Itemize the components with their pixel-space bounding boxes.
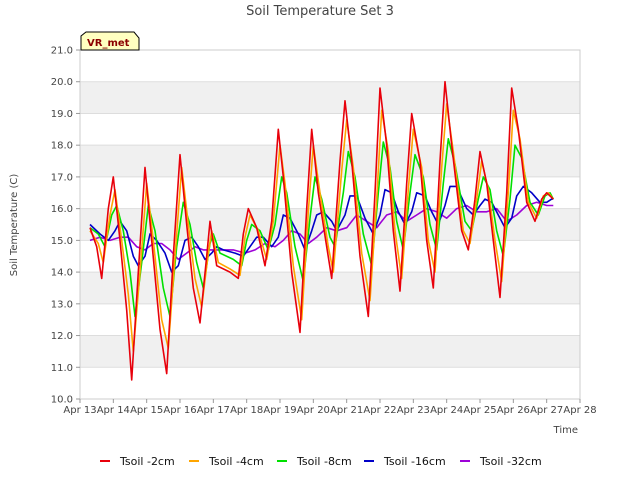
x-tick-label: Apr 14: [97, 405, 130, 416]
y-tick-label: 10.0: [51, 395, 73, 406]
chart-title: Soil Temperature Set 3: [246, 4, 394, 19]
y-tick-label: 21.0: [51, 46, 73, 57]
legend-item: Tsoil -32cm: [460, 455, 542, 468]
background-band: [80, 81, 580, 114]
legend-label: Tsoil -32cm: [479, 455, 542, 468]
x-tick-label: Apr 25: [463, 405, 496, 416]
legend-item: Tsoil -4cm: [189, 455, 264, 468]
y-axis-label: Soil Temperature (C): [9, 174, 20, 277]
legend-label: Tsoil -4cm: [208, 455, 264, 468]
x-tick-label: Apr 26: [497, 405, 530, 416]
series-line-tsoil-16cm: [89, 185, 554, 273]
x-tick-label: Apr 27: [530, 405, 563, 416]
y-tick-label: 12.0: [51, 331, 73, 342]
x-tick-label: Apr 24: [430, 405, 463, 416]
x-tick-label: Apr 20: [297, 405, 330, 416]
x-axis-label: Time: [553, 425, 578, 436]
y-axis-ticks: 10.0 11.0 12.0 13.0 14.0 15.0 16.0 17.0 18.0 19.0…: [51, 46, 80, 406]
y-tick-label: 14.0: [51, 268, 73, 279]
series-line-tsoil-4cm: [89, 103, 554, 353]
y-tick-label: 20.0: [51, 77, 73, 88]
x-tick-label: Apr 23: [397, 405, 430, 416]
y-tick-label: 11.0: [51, 363, 73, 374]
vr-met-annotation: VR_met: [80, 31, 140, 51]
annotation-label: VR_met: [87, 38, 130, 49]
legend-label: Tsoil -16cm: [383, 455, 446, 468]
annotation-box: [80, 31, 140, 51]
x-tick-label: Apr 15: [130, 405, 163, 416]
x-tick-label: Apr 22: [363, 405, 396, 416]
series-line-tsoil-8cm: [89, 138, 555, 318]
x-tick-label: Apr 18: [230, 405, 263, 416]
legend-item: Tsoil -8cm: [277, 455, 352, 468]
x-axis-ticks: Apr 13 Apr 14 Apr 15 Apr 16 Apr 17 Apr 18 Apr …: [63, 399, 597, 416]
y-tick-label: 16.0: [51, 204, 73, 215]
series-line-tsoil-2cm: [89, 80, 554, 381]
x-tick-label: Apr 16: [163, 405, 196, 416]
background-band: [80, 335, 580, 368]
legend-label: Tsoil -8cm: [296, 455, 352, 468]
x-tick-label: Apr 28: [563, 405, 596, 416]
legend-label: Tsoil -2cm: [119, 455, 175, 468]
x-tick-label: Apr 13: [63, 405, 96, 416]
legend: Tsoil -2cm Tsoil -4cm Tsoil -8cm Tsoil -16c…: [100, 455, 542, 468]
legend-item: Tsoil -2cm: [100, 455, 175, 468]
y-tick-label: 15.0: [51, 236, 73, 247]
legend-item: Tsoil -16cm: [364, 455, 446, 468]
x-tick-label: Apr 17: [197, 405, 230, 416]
plot-area-frame: [79, 49, 581, 400]
y-tick-label: 17.0: [51, 172, 73, 183]
y-tick-label: 19.0: [51, 109, 73, 120]
x-tick-label: Apr 19: [263, 405, 296, 416]
background-bands: [80, 81, 580, 368]
x-tick-label: Apr 21: [330, 405, 363, 416]
series-lines: [89, 80, 555, 381]
background-band: [80, 145, 580, 177]
y-tick-label: 13.0: [51, 299, 73, 310]
y-tick-label: 18.0: [51, 141, 73, 152]
